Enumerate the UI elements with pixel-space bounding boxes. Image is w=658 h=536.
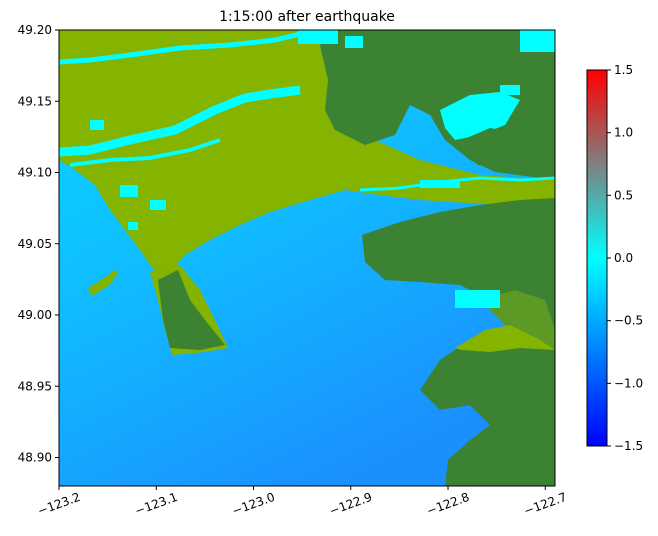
y-tick-label: 48.90 — [18, 451, 52, 465]
x-tick-label: −122.7 — [522, 490, 569, 518]
y-tick-label: 49.20 — [18, 23, 52, 37]
flooded-patch — [128, 222, 138, 230]
delta-lowland — [59, 30, 555, 272]
colorbar-tick-label: −1.5 — [614, 439, 643, 453]
flooded-patch — [345, 36, 363, 48]
southeast-upland — [420, 345, 555, 486]
x-axis: −123.2 −123.1 −123.0 −122.9 −122.8 −122.7 — [36, 486, 569, 518]
causeway — [88, 270, 118, 296]
flooded-patch — [90, 120, 104, 130]
y-axis: 49.20 49.15 49.10 49.05 49.00 48.95 48.90 — [18, 23, 59, 465]
colorbar-axis: 1.5 1.0 0.5 0.0 −0.5 −1.0 −1.5 — [607, 63, 643, 453]
colorbar-tick-label: 0.5 — [614, 188, 633, 202]
flooded-patch — [500, 85, 520, 95]
y-tick-label: 49.10 — [18, 166, 52, 180]
flooded-patch — [420, 180, 460, 188]
southeast-lowland — [455, 325, 555, 352]
x-tick-label: −122.8 — [425, 490, 472, 518]
x-tick-label: −123.2 — [36, 490, 83, 518]
colorbar-tick-label: −1.0 — [614, 376, 643, 390]
inlet-bank — [462, 128, 520, 168]
colorbar-gradient — [586, 69, 608, 447]
x-tick-label: −123.0 — [230, 490, 277, 518]
map-title: 1:15:00 after earthquake — [219, 9, 395, 25]
east-upland — [362, 198, 555, 360]
colorbar: 1.5 1.0 0.5 0.0 −0.5 −1.0 −1.5 — [586, 63, 643, 453]
flooded-patch — [520, 30, 555, 52]
y-tick-label: 49.05 — [18, 237, 52, 251]
x-tick-label: −122.9 — [327, 490, 374, 518]
y-tick-label: 49.15 — [18, 94, 52, 108]
x-tick-label: −123.1 — [133, 490, 180, 518]
flooded-patch — [455, 290, 500, 308]
map-frame — [58, 29, 556, 487]
river-channel — [59, 31, 301, 65]
colorbar-tick-label: 0.0 — [614, 251, 633, 265]
colorbar-tick-label: 1.5 — [614, 63, 633, 77]
river-channel-south — [69, 138, 221, 167]
y-tick-label: 49.00 — [18, 308, 52, 322]
river-channel-main — [59, 85, 301, 157]
map-image — [59, 30, 555, 486]
flooded-patch — [150, 200, 166, 210]
flooded-patch — [120, 185, 138, 197]
y-tick-label: 48.95 — [18, 379, 52, 393]
flooded-patch — [298, 30, 338, 44]
point-roberts-upland — [158, 270, 225, 350]
inlet-flooded — [440, 92, 520, 140]
colorbar-tick-label: −0.5 — [614, 314, 643, 328]
colorbar-tick-label: 1.0 — [614, 126, 633, 140]
